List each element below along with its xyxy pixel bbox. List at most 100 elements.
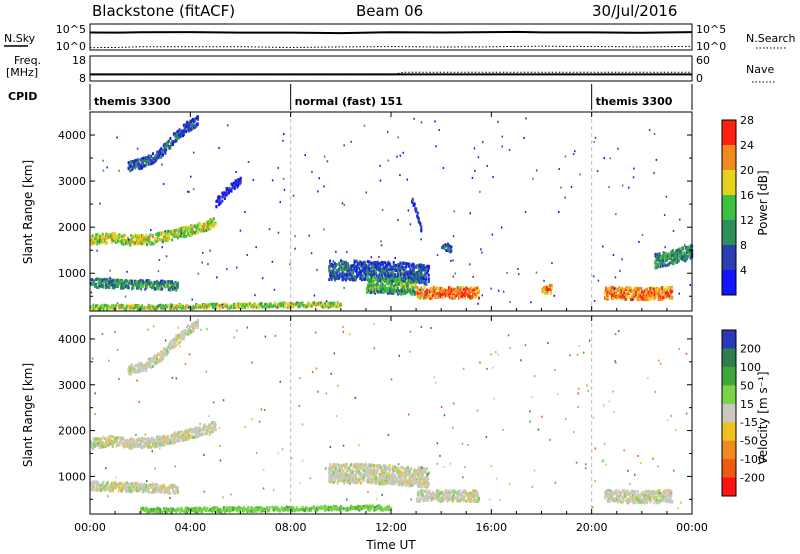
cpid-label: CPID [8,90,37,103]
range-gate-cell [191,434,194,438]
range-gate-cell [324,301,327,305]
cpid-segment-label: themis 3300 [94,95,171,108]
range-gate-cell [189,233,192,237]
range-gate-cell [171,439,174,443]
range-gate-cell [136,164,138,168]
range-gate-cell [399,261,402,265]
range-gate-cell [371,472,374,476]
range-gate-cell [167,437,170,441]
range-gate-cell [325,300,328,303]
range-gate-cell [183,334,186,338]
range-gate-cell [137,282,140,286]
range-gate-cell [91,484,94,487]
range-gate-cell [323,228,325,231]
range-gate-cell [294,235,296,238]
range-gate-cell [100,282,102,286]
range-gate-cell [121,304,124,307]
nsearch-label: N.Search [746,32,796,45]
range-gate-cell [665,195,668,198]
range-gate-cell [427,280,430,283]
range-gate-cell [611,296,614,300]
range-gate-cell [389,263,392,267]
range-gate-cell [156,355,159,359]
range-gate-cell [411,198,414,202]
range-gate-cell [350,268,352,272]
range-gate-cell [615,290,618,294]
range-gate-cell [341,476,344,480]
range-gate-cell [167,488,170,492]
range-gate-cell [149,159,152,162]
range-gate-cell [618,286,621,290]
range-gate-cell [102,307,105,311]
range-gate-cell [192,326,194,330]
range-gate-cell [131,166,134,170]
range-gate-cell [131,443,133,446]
range-gate-cell [404,267,407,271]
range-gate-cell [123,486,126,490]
range-gate-cell [399,174,401,177]
range-gate-cell [342,469,345,473]
y-tick-label: 4000 [58,129,86,142]
range-gate-cell [127,482,130,486]
range-gate-cell [203,428,206,431]
range-gate-cell [117,303,120,307]
range-gate-cell [100,235,103,239]
range-gate-cell [95,285,98,289]
range-gate-cell [332,463,335,466]
range-gate-cell [141,237,143,241]
range-gate-cell [376,267,379,271]
range-gate-cell [376,280,379,284]
range-gate-cell [658,254,661,258]
range-gate-cell [443,247,446,251]
range-gate-cell [434,292,437,296]
range-gate-cell [191,298,193,301]
range-gate-cell [609,286,612,290]
range-gate-cell [411,277,414,281]
range-gate-cell [361,466,364,470]
range-gate-cell [159,444,162,448]
range-gate-cell [140,282,143,286]
range-gate-cell [648,129,651,132]
range-gate-cell [579,173,581,176]
range-gate-cell [558,168,560,170]
range-gate-cell [436,254,439,257]
range-gate-cell [404,273,407,277]
range-gate-cell [360,273,363,277]
range-gate-cell [394,287,397,291]
range-gate-cell [218,198,221,202]
range-gate-cell [139,438,142,442]
range-gate-cell [185,430,188,434]
range-gate-cell [213,421,216,425]
range-gate-cell [501,135,504,138]
range-gate-cell [423,268,426,272]
range-gate-cell [360,261,363,265]
range-gate-cell [365,287,368,291]
range-gate-cell [486,164,488,167]
range-gate-cell [156,284,159,288]
range-gate-cell [254,294,256,297]
range-gate-cell [172,338,175,342]
range-gate-cell [173,304,176,308]
range-gate-cell [151,152,154,156]
range-gate-cell [197,326,199,329]
range-gate-cell [313,294,316,297]
range-gate-cell [635,293,638,297]
range-gate-cell [627,186,630,189]
range-gate-cell [658,252,661,256]
range-gate-cell [159,358,162,362]
range-gate-cell [131,238,134,242]
range-gate-cell [633,167,635,170]
range-gate-cell [131,489,134,493]
range-gate-cell [102,480,105,484]
range-gate-cell [330,475,333,479]
range-gate-cell [190,228,193,232]
range-gate-cell [518,273,520,276]
range-gate-cell [137,242,140,246]
range-gate-cell [182,131,185,135]
range-gate-cell [659,265,662,269]
range-gate-cell [683,256,686,260]
range-gate-cell [163,443,166,447]
range-gate-cell [167,288,170,292]
range-gate-cell [212,217,215,221]
range-gate-cell [401,265,404,269]
